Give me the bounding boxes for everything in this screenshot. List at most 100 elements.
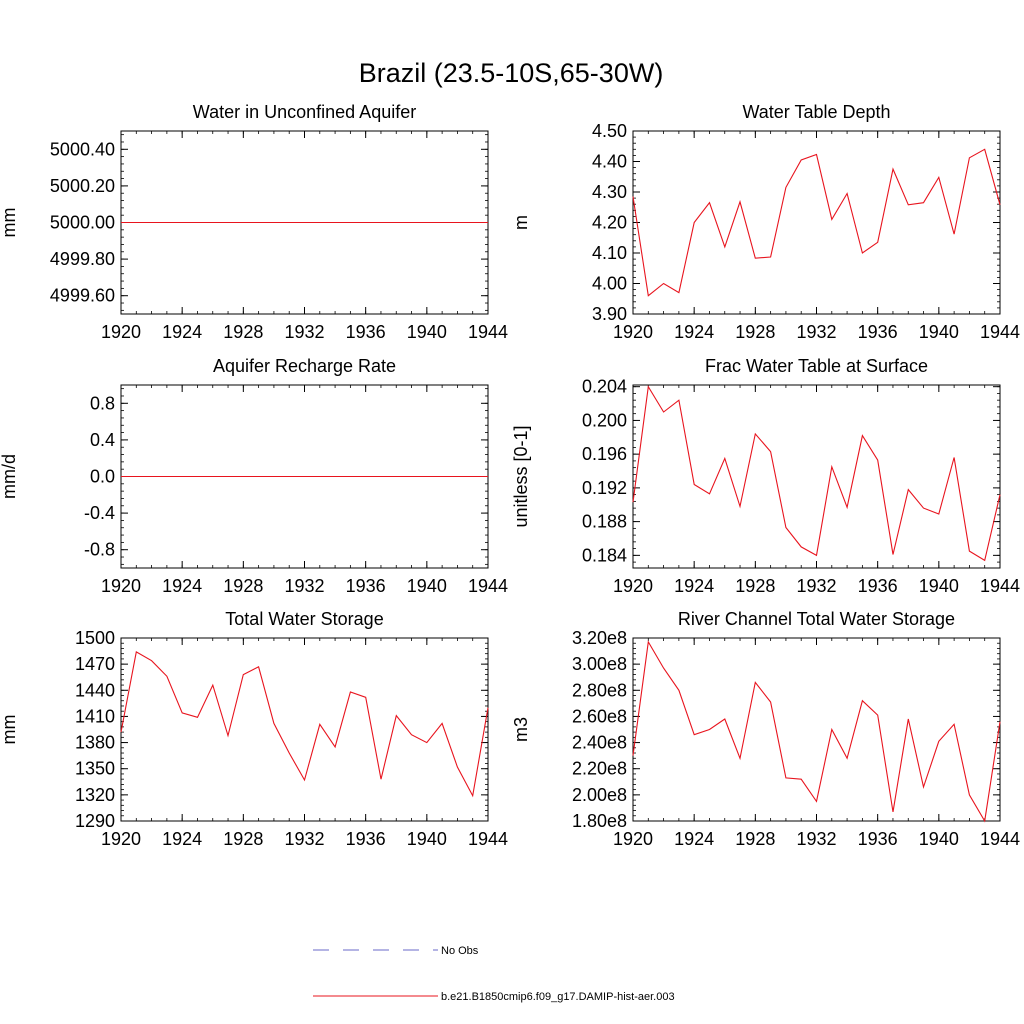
x-tick-label: 1924 [162, 829, 202, 849]
x-tick-label: 1920 [101, 576, 141, 596]
y-tick-label: 4.40 [592, 152, 627, 172]
y-tick-label: 4999.60 [50, 286, 115, 306]
x-tick-label: 1944 [468, 576, 508, 596]
y-tick-label: 3.00e8 [572, 654, 627, 674]
x-tick-label: 1936 [858, 829, 898, 849]
x-tick-label: 1920 [101, 829, 141, 849]
x-tick-label: 1936 [858, 576, 898, 596]
y-tick-label: 0.184 [582, 545, 627, 565]
x-tick-label: 1940 [407, 576, 447, 596]
y-tick-label: 4.30 [592, 182, 627, 202]
y-tick-label: 1290 [75, 811, 115, 831]
y-tick-label: 0.200 [582, 410, 627, 430]
x-tick-label: 1924 [674, 829, 714, 849]
x-tick-label: 1920 [613, 576, 653, 596]
y-tick-label: 5000.40 [50, 139, 115, 159]
x-tick-label: 1940 [919, 322, 959, 342]
plot-frame [120, 637, 489, 822]
y-tick-label: 2.60e8 [572, 706, 627, 726]
x-tick-label: 1944 [468, 322, 508, 342]
x-tick-label: 1928 [735, 829, 775, 849]
x-tick-label: 1944 [980, 829, 1020, 849]
y-tick-label: 3.90 [592, 304, 627, 324]
y-tick-label: 2.40e8 [572, 733, 627, 753]
y-tick-label: 1440 [75, 680, 115, 700]
y-tick-label: 1500 [75, 628, 115, 648]
y-tick-label: 4.10 [592, 243, 627, 263]
x-tick-label: 1924 [162, 576, 202, 596]
y-tick-label: 1.80e8 [572, 811, 627, 831]
y-tick-label: 0.196 [582, 444, 627, 464]
panel-title: River Channel Total Water Storage [678, 609, 955, 629]
x-tick-label: 1940 [407, 322, 447, 342]
series-line [632, 148, 1001, 297]
y-tick-label: 2.80e8 [572, 680, 627, 700]
y-tick-label: 4.20 [592, 213, 627, 233]
x-tick-label: 1928 [223, 576, 263, 596]
x-tick-label: 1940 [407, 829, 447, 849]
y-tick-label: 5000.20 [50, 176, 115, 196]
y-tick-label: -0.8 [84, 540, 115, 560]
y-tick-label: 0.4 [90, 430, 115, 450]
y-axis-label: m3 [511, 717, 531, 742]
plot-frame [632, 130, 1001, 315]
legend: No Obs b.e21.B1850cmip6.f09_g17.DAMIP-his… [313, 945, 675, 1003]
x-tick-label: 1936 [346, 576, 386, 596]
x-tick-label: 1932 [796, 322, 836, 342]
x-tick-label: 1944 [980, 576, 1020, 596]
x-tick-label: 1936 [858, 322, 898, 342]
chart-panel-4: Frac Water Table at Surface 1920 1924 1928 1… [511, 356, 1020, 596]
series-line [632, 640, 1001, 823]
x-tick-label: 1932 [284, 322, 324, 342]
y-tick-label: 1350 [75, 759, 115, 779]
y-tick-label: 0.188 [582, 512, 627, 532]
x-tick-label: 1932 [284, 829, 324, 849]
x-tick-label: 1932 [796, 576, 836, 596]
y-tick-label: 2.20e8 [572, 759, 627, 779]
panel-title: Water in Unconfined Aquifer [193, 102, 416, 122]
y-tick-label: 0.192 [582, 478, 627, 498]
panel-title: Aquifer Recharge Rate [213, 356, 396, 376]
y-tick-label: 0.0 [90, 467, 115, 487]
y-tick-label: 4999.80 [50, 249, 115, 269]
x-tick-label: 1940 [919, 576, 959, 596]
y-axis-label: mm [0, 715, 19, 745]
chart-panel-6: River Channel Total Water Storage 1920 192… [511, 609, 1020, 849]
x-tick-label: 1940 [919, 829, 959, 849]
panels-group: Water in Unconfined Aquifer 1920 1924 1928 1… [0, 102, 1020, 849]
x-tick-label: 1928 [735, 322, 775, 342]
x-tick-label: 1924 [674, 322, 714, 342]
x-tick-label: 1928 [223, 829, 263, 849]
chart-panel-5: Total Water Storage 1920 1924 1928 1932 1936 1… [0, 609, 508, 849]
x-tick-label: 1928 [223, 322, 263, 342]
panel-title: Water Table Depth [742, 102, 890, 122]
figure-title: Brazil (23.5-10S,65-30W) [359, 58, 664, 88]
y-tick-label: -0.4 [84, 503, 115, 523]
y-tick-label: 4.00 [592, 274, 627, 294]
chart-panel-1: Water in Unconfined Aquifer 1920 1924 1928 1… [0, 102, 508, 342]
x-tick-label: 1924 [674, 576, 714, 596]
series-line [120, 651, 489, 798]
series-line [632, 385, 1001, 562]
x-tick-label: 1932 [284, 576, 324, 596]
legend-label: b.e21.B1850cmip6.f09_g17.DAMIP-hist-aer.… [441, 991, 675, 1003]
y-tick-label: 4.50 [592, 121, 627, 141]
y-tick-label: 3.20e8 [572, 628, 627, 648]
y-tick-label: 1470 [75, 654, 115, 674]
y-tick-label: 1410 [75, 706, 115, 726]
y-axis-label: mm [0, 208, 19, 238]
y-tick-label: 1380 [75, 733, 115, 753]
x-tick-label: 1928 [735, 576, 775, 596]
x-tick-label: 1944 [980, 322, 1020, 342]
y-tick-label: 1320 [75, 785, 115, 805]
panel-title: Frac Water Table at Surface [705, 356, 928, 376]
panel-title: Total Water Storage [225, 609, 383, 629]
plot-frame [632, 384, 1001, 569]
x-tick-label: 1924 [162, 322, 202, 342]
y-tick-label: 0.204 [582, 377, 627, 397]
y-tick-label: 0.8 [90, 393, 115, 413]
legend-label: No Obs [441, 945, 479, 957]
x-tick-label: 1944 [468, 829, 508, 849]
x-tick-label: 1920 [613, 322, 653, 342]
